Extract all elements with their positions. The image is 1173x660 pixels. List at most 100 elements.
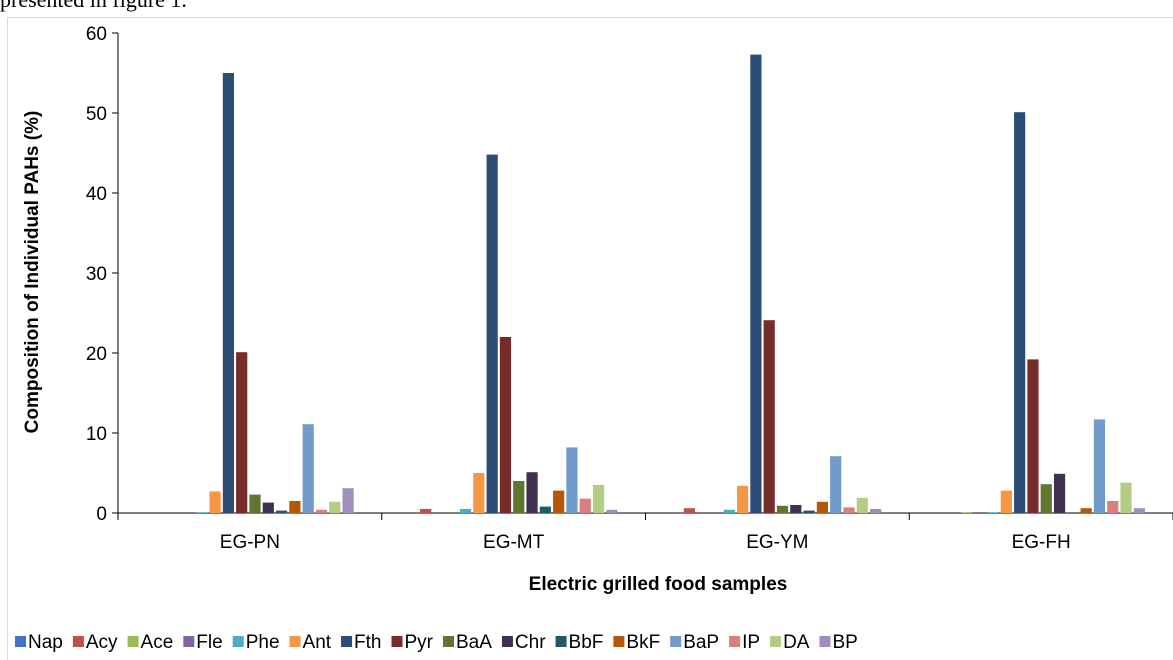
bar-bp-eg-mt — [606, 509, 618, 513]
bar-chr-eg-ym — [790, 505, 802, 513]
bar-ant-eg-fh — [1000, 490, 1012, 513]
bar-bkf-eg-mt — [553, 490, 565, 513]
plot-area: 0 10 20 30 40 50 60 EG-PN EG-MT EG-YM EG-FH — [86, 24, 1173, 553]
bar-bbf-eg-pn — [276, 510, 288, 513]
legend-label-da: DA — [783, 632, 810, 653]
legend-label-ace: Ace — [141, 632, 174, 653]
bar-ip-eg-mt — [579, 498, 591, 513]
legend-label-fle: Fle — [196, 632, 222, 653]
legend-swatch-fle — [183, 636, 195, 647]
legend-label-nap: Nap — [28, 632, 63, 653]
bar-phe-eg-pn — [196, 512, 208, 513]
legend-label-acy: Acy — [86, 632, 118, 653]
bar-bbf-eg-mt — [539, 506, 551, 513]
legend-label-bkf: BkF — [626, 632, 660, 653]
bar-phe-eg-ym — [723, 509, 735, 513]
bar-phe-eg-fh — [987, 512, 999, 513]
legend-swatch-nap — [15, 636, 26, 647]
y-tick-label: 40 — [86, 184, 107, 205]
bar-bp-eg-fh — [1133, 508, 1145, 513]
bar-bp-eg-pn — [342, 488, 354, 513]
x-tick-label: EG-PN — [220, 532, 280, 553]
bar-bkf-eg-fh — [1080, 508, 1092, 513]
bar-ant-eg-ym — [737, 485, 749, 513]
bar-ip-eg-pn — [315, 509, 328, 513]
bar-pyr-eg-pn — [236, 352, 248, 513]
x-tick-label: EG-MT — [483, 532, 545, 553]
bar-bp-eg-ym — [870, 509, 882, 513]
legend-swatch-bbf — [555, 636, 567, 647]
bar-ip-eg-fh — [1107, 501, 1119, 513]
legend-label-chr: Chr — [515, 632, 546, 653]
legend-label-pyr: Pyr — [405, 632, 434, 653]
bar-chr-eg-pn — [262, 502, 274, 513]
y-tick-label: 20 — [86, 344, 107, 365]
bar-fth-eg-mt — [486, 154, 498, 513]
legend-swatch-pyr — [391, 636, 403, 647]
x-tick-label: EG-FH — [1012, 532, 1071, 553]
bar-bap-eg-fh — [1093, 419, 1106, 513]
y-tick-label: 60 — [86, 24, 107, 45]
bar-da-eg-mt — [592, 485, 605, 513]
legend-swatch-da — [770, 636, 782, 647]
legend-label-phe: Phe — [246, 632, 280, 653]
bar-pyr-eg-ym — [763, 320, 775, 513]
legend-swatch-baa — [443, 636, 454, 647]
bar-chr-eg-mt — [526, 472, 538, 513]
legend-swatch-phe — [232, 636, 244, 647]
legend-label-baa: BaA — [456, 632, 492, 653]
x-axis-title: Electric grilled food samples — [529, 574, 788, 595]
bar-baa-eg-ym — [776, 505, 789, 513]
legend-swatch-ace — [127, 636, 139, 647]
bar-ant-eg-pn — [209, 491, 221, 513]
bar-da-eg-ym — [856, 497, 868, 513]
legend-swatch-ant — [289, 636, 301, 647]
bar-ip-eg-ym — [843, 507, 855, 513]
bar-bbf-eg-ym — [803, 510, 815, 513]
legend-swatch-ip — [729, 636, 741, 647]
bar-bkf-eg-pn — [289, 501, 301, 513]
bar-bap-eg-mt — [566, 447, 578, 513]
legend-swatch-chr — [501, 636, 513, 647]
y-tick-label: 0 — [96, 504, 107, 525]
bar-fth-eg-pn — [222, 73, 234, 513]
legend-swatch-acy — [72, 636, 84, 647]
legend-label-bbf: BbF — [569, 632, 604, 653]
legend-label-ip: IP — [742, 632, 760, 653]
bar-acy-eg-ym — [683, 508, 695, 513]
y-axis-title: Composition of Individual PAHs (%) — [22, 111, 43, 434]
legend-label-bp: BP — [832, 632, 857, 653]
bar-baa-eg-fh — [1040, 484, 1052, 513]
bar-bap-eg-pn — [302, 424, 314, 513]
bar-pyr-eg-mt — [499, 337, 512, 513]
page-caption-text: presented in figure 1. — [0, 0, 187, 13]
bar-phe-eg-mt — [459, 509, 472, 513]
y-tick-label: 30 — [86, 264, 107, 285]
bar-bap-eg-ym — [830, 456, 842, 513]
bar-da-eg-pn — [329, 501, 341, 513]
legend-swatch-bap — [670, 636, 682, 647]
bar-chr-eg-fh — [1053, 473, 1066, 513]
legend-label-ant: Ant — [303, 632, 332, 653]
y-tick-label: 10 — [86, 424, 107, 445]
bar-acy-eg-mt — [420, 509, 432, 513]
bar-pyr-eg-fh — [1027, 359, 1039, 513]
x-tick-label: EG-YM — [746, 532, 808, 553]
legend-swatch-fth — [341, 636, 353, 647]
legend-swatch-bkf — [613, 636, 625, 647]
legend: Nap Acy Ace Fle Phe Ant Fth Pyr BaA Chr BbF BkF BaP I… — [15, 632, 858, 653]
chart-frame — [7, 17, 1173, 660]
y-tick-label: 50 — [86, 104, 107, 125]
bar-baa-eg-pn — [249, 494, 261, 513]
legend-label-fth: Fth — [354, 632, 381, 653]
bar-bkf-eg-ym — [816, 501, 828, 513]
bar-fth-eg-ym — [750, 54, 762, 513]
legend-swatch-bp — [819, 636, 831, 647]
bar-da-eg-fh — [1120, 482, 1132, 513]
legend-label-bap: BaP — [683, 632, 719, 653]
bar-baa-eg-mt — [513, 481, 525, 513]
bar-fth-eg-fh — [1014, 112, 1026, 513]
bar-ant-eg-mt — [473, 473, 485, 513]
bar-ace-eg-fh — [960, 512, 973, 513]
